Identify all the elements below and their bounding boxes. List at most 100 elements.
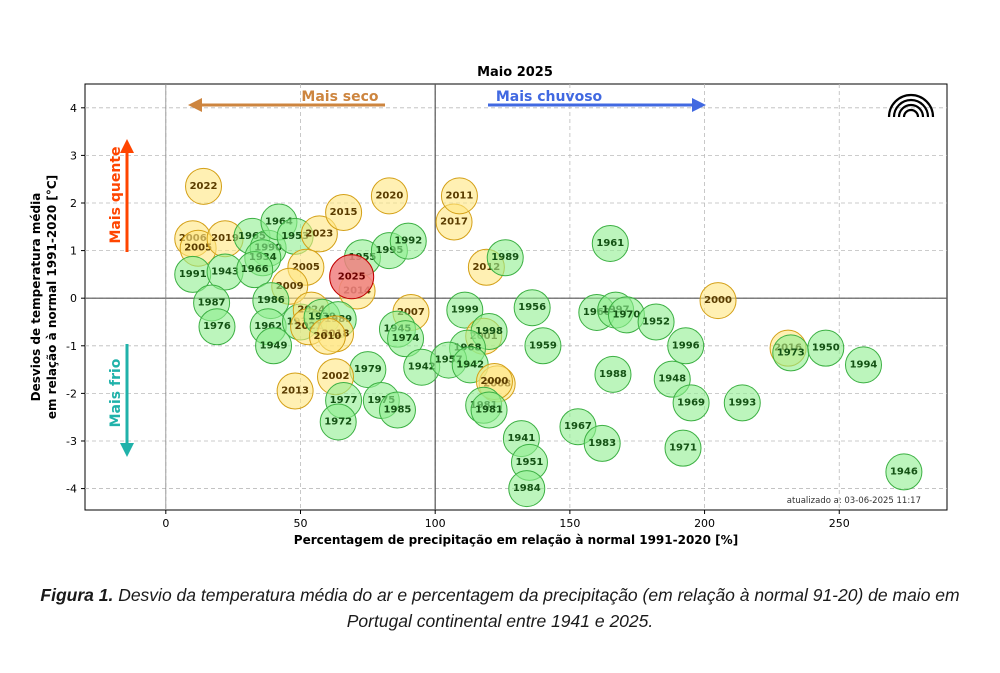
bubble-point — [329, 254, 375, 300]
bubble-year-label: 1996 — [672, 340, 700, 351]
bubble-point — [276, 372, 314, 410]
bubble-point — [300, 215, 338, 253]
bubble-year-label: 1985 — [384, 405, 412, 416]
bubble-point — [486, 239, 524, 277]
bubble-point — [198, 308, 236, 346]
y-tick-label: -1 — [66, 340, 77, 353]
y-tick-label: 3 — [70, 149, 77, 162]
bubble-year-label: 2019 — [211, 233, 239, 244]
bubble-year-label: 2023 — [305, 228, 333, 239]
bubble-point — [664, 429, 702, 467]
colder-label: Mais frio — [108, 358, 124, 427]
bubble-year-label: 1965 — [238, 231, 266, 242]
ipma-rainbow-logo-icon — [887, 93, 935, 118]
bubble-point — [508, 470, 546, 508]
drier-label: Mais seco — [301, 89, 379, 105]
bubble-point — [389, 222, 427, 260]
bubble-year-label: 2005 — [292, 262, 320, 273]
bubble-year-label: 2009 — [276, 281, 304, 292]
bubble-year-label: 1971 — [669, 443, 697, 454]
bubble-year-label: 1961 — [596, 238, 624, 249]
bubble-year-label: 1999 — [451, 305, 479, 316]
chart-title: Maio 2025 — [477, 65, 553, 80]
bubble-year-label: 1970 — [613, 309, 641, 320]
bubble-point — [885, 453, 923, 491]
bubble-year-label: 1962 — [254, 321, 282, 332]
bubble-year-label: 1973 — [777, 347, 805, 358]
y-tick-label: 4 — [70, 102, 77, 115]
bubble-year-label: 1974 — [392, 333, 420, 344]
bubble-year-label: 1981 — [475, 405, 503, 416]
bubble-year-label: 1988 — [599, 369, 627, 380]
bubble-point — [844, 346, 882, 384]
bubble-point — [699, 282, 737, 320]
bubble-point — [667, 327, 705, 365]
x-tick-label: 50 — [294, 517, 308, 530]
bubble-year-label: 1960 — [583, 307, 611, 318]
bubble-year-label: 2010 — [314, 331, 342, 342]
bubble-point — [470, 391, 508, 429]
y-axis-label-line1: Desvios de temperatura média — [29, 193, 43, 402]
bubble-point — [308, 317, 346, 355]
caption-text: Desvio da temperatura média do ar e perc… — [113, 585, 960, 631]
x-axis-label: Percentagem de precipitação em relação à… — [294, 533, 738, 547]
bubble-year-label: 1969 — [677, 397, 705, 408]
bubble-year-label: 2015 — [330, 207, 358, 218]
bubble-year-label: 1993 — [728, 397, 756, 408]
scatter-chart: Maio 2025 0 50 100 150 200 250 -4 -3 -2 -1 0 1 2 3 4 2… — [29, 65, 948, 547]
bubble-year-label: 1966 — [241, 264, 269, 275]
updated-timestamp: atualizado a: 03-06-2025 11:17 — [787, 496, 921, 506]
bubble-year-label: 1956 — [518, 302, 546, 313]
bubble-year-label: 1976 — [203, 321, 231, 332]
wetter-arrow: Mais chuvoso — [488, 89, 706, 112]
bubble-year-label: 2020 — [375, 190, 403, 201]
bubble-point — [370, 177, 408, 215]
x-tick-label: 250 — [829, 517, 850, 530]
bubble-year-label: 1995 — [375, 245, 403, 256]
bubble-year-label: 1948 — [658, 374, 686, 385]
bubble-year-label: 1942 — [456, 359, 484, 370]
bubble-year-label: 1964 — [265, 217, 293, 228]
bubble-year-label: 2000 — [704, 295, 732, 306]
bubble-year-label: 2022 — [190, 181, 218, 192]
bubble-year-label: 1942 — [408, 362, 436, 373]
bubble-point — [319, 403, 357, 441]
bubble-point — [236, 251, 274, 289]
caption-label: Figura 1. — [40, 585, 114, 605]
warmer-label: Mais quente — [108, 146, 124, 243]
colder-arrow: Mais frio — [108, 344, 134, 457]
bubble-year-label: 1984 — [513, 483, 541, 494]
wetter-label: Mais chuvoso — [496, 89, 603, 105]
bubble-point — [672, 384, 710, 422]
warmer-arrow: Mais quente — [108, 139, 134, 252]
bubble-year-label: 2011 — [446, 190, 474, 201]
x-tick-label: 150 — [559, 517, 580, 530]
bubble-year-label: 1983 — [588, 438, 616, 449]
bubble-point — [513, 289, 551, 327]
bubble-year-label: 1941 — [507, 433, 535, 444]
bubble-year-label: 1967 — [564, 421, 592, 432]
bubble-point — [185, 167, 223, 205]
bubble-year-label: 1977 — [330, 395, 358, 406]
y-tick-label: 0 — [70, 292, 77, 305]
bubble-year-label: 1959 — [529, 340, 557, 351]
bubble-year-label: 1989 — [491, 252, 519, 263]
bubble-year-label: 1991 — [179, 269, 207, 280]
bubble-year-label: 2012 — [472, 262, 500, 273]
bubble-point — [723, 384, 761, 422]
y-tick-label: 1 — [70, 245, 77, 258]
bubble-point — [387, 320, 425, 358]
bubble-point — [255, 327, 293, 365]
bubble-point — [637, 303, 675, 341]
bubble-year-label: 2013 — [281, 386, 309, 397]
bubble-year-label: 1972 — [324, 416, 352, 427]
bubble-year-label: 1987 — [198, 297, 226, 308]
bubble-point — [594, 355, 632, 393]
bubble-point — [325, 194, 363, 232]
y-tick-label: -4 — [66, 483, 77, 496]
bubble-year-label: 1951 — [516, 457, 544, 468]
bubbles: 2022200620052019199119431965199019341964… — [174, 167, 923, 508]
axis-ticks: 0 50 100 150 200 250 -4 -3 -2 -1 0 1 2 3 4 — [66, 102, 850, 530]
bubble-point — [591, 224, 629, 262]
bubble-year-label: 1946 — [890, 466, 918, 477]
